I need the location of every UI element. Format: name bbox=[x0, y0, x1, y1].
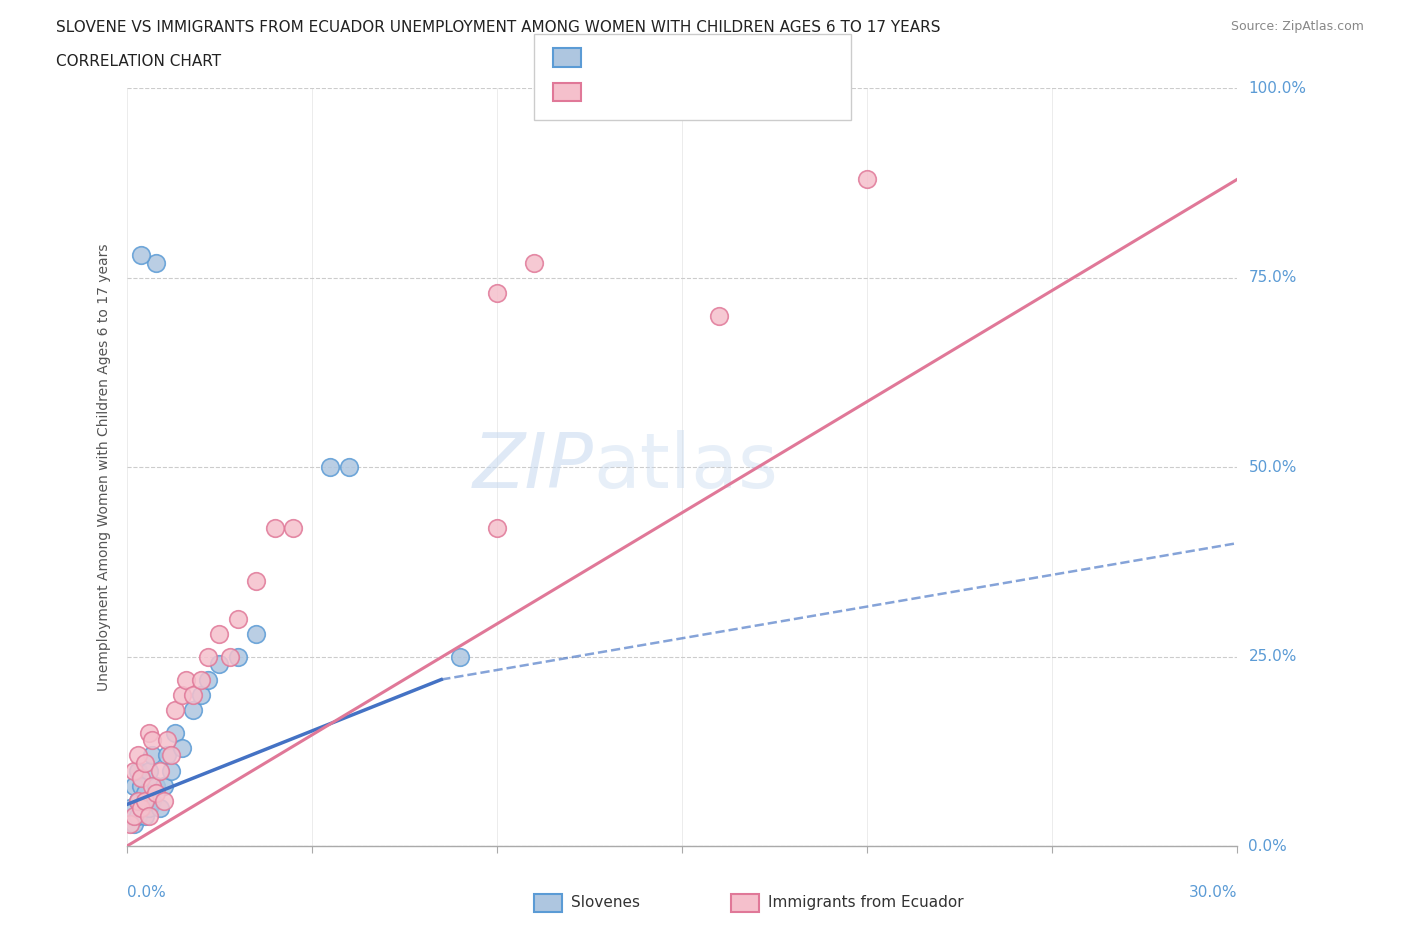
Point bbox=[181, 687, 204, 702]
Point bbox=[138, 808, 160, 823]
Point bbox=[190, 672, 212, 687]
Point bbox=[156, 733, 179, 748]
Point bbox=[127, 763, 149, 777]
Point bbox=[181, 702, 204, 717]
Point bbox=[131, 771, 153, 786]
Point bbox=[145, 786, 167, 801]
Point bbox=[856, 172, 879, 187]
Point bbox=[245, 627, 267, 642]
Point bbox=[174, 672, 197, 687]
Y-axis label: Unemployment Among Women with Children Ages 6 to 17 years: Unemployment Among Women with Children A… bbox=[97, 244, 111, 691]
Point bbox=[190, 687, 212, 702]
Point bbox=[152, 778, 174, 793]
Text: 0.0%: 0.0% bbox=[127, 885, 166, 900]
Point bbox=[245, 574, 267, 589]
Point bbox=[226, 649, 249, 664]
Point bbox=[131, 801, 153, 816]
Point bbox=[120, 817, 142, 831]
Text: Source: ZipAtlas.com: Source: ZipAtlas.com bbox=[1230, 20, 1364, 33]
Text: N =: N = bbox=[686, 82, 723, 100]
Text: SLOVENE VS IMMIGRANTS FROM ECUADOR UNEMPLOYMENT AMONG WOMEN WITH CHILDREN AGES 6: SLOVENE VS IMMIGRANTS FROM ECUADOR UNEMP… bbox=[56, 20, 941, 35]
Text: Slovenes: Slovenes bbox=[571, 895, 640, 910]
Point bbox=[141, 733, 163, 748]
Point bbox=[163, 725, 186, 740]
Text: 50.0%: 50.0% bbox=[1249, 459, 1296, 475]
Point bbox=[141, 778, 163, 793]
Point bbox=[263, 521, 285, 536]
Point bbox=[319, 460, 342, 474]
Point bbox=[120, 801, 142, 816]
Point bbox=[707, 309, 730, 324]
Point bbox=[449, 649, 471, 664]
Point bbox=[172, 687, 194, 702]
Point bbox=[122, 763, 145, 777]
Text: 0.138: 0.138 bbox=[623, 47, 675, 66]
Text: N =: N = bbox=[686, 47, 723, 66]
Point bbox=[163, 702, 186, 717]
Point bbox=[134, 793, 156, 808]
Point bbox=[141, 793, 163, 808]
Text: 30.0%: 30.0% bbox=[1189, 885, 1237, 900]
Point bbox=[141, 748, 163, 763]
Point bbox=[122, 778, 145, 793]
Point bbox=[122, 808, 145, 823]
Text: 25.0%: 25.0% bbox=[1249, 649, 1296, 664]
Text: 100.0%: 100.0% bbox=[1249, 81, 1306, 96]
Point bbox=[160, 748, 183, 763]
Point bbox=[208, 657, 231, 671]
Point bbox=[149, 763, 172, 777]
Point bbox=[131, 801, 153, 816]
Point bbox=[138, 801, 160, 816]
Point bbox=[818, 81, 841, 96]
Point bbox=[134, 786, 156, 801]
Point bbox=[219, 649, 242, 664]
Point bbox=[127, 793, 149, 808]
Point bbox=[156, 748, 179, 763]
Text: atlas: atlas bbox=[593, 431, 778, 504]
Point bbox=[197, 672, 219, 687]
Point bbox=[127, 748, 149, 763]
Point bbox=[172, 740, 194, 755]
Point bbox=[127, 808, 149, 823]
Text: R =: R = bbox=[589, 47, 626, 66]
Point bbox=[485, 521, 508, 536]
Point bbox=[134, 755, 156, 770]
Text: Immigrants from Ecuador: Immigrants from Ecuador bbox=[768, 895, 963, 910]
Point bbox=[127, 793, 149, 808]
Point bbox=[160, 763, 183, 777]
Text: 32: 32 bbox=[716, 47, 740, 66]
Point bbox=[131, 247, 153, 262]
Point bbox=[131, 778, 153, 793]
Point bbox=[208, 627, 231, 642]
Point bbox=[197, 649, 219, 664]
Text: 36: 36 bbox=[716, 82, 738, 100]
Point bbox=[134, 808, 156, 823]
Text: 75.0%: 75.0% bbox=[1249, 271, 1296, 286]
Point bbox=[122, 817, 145, 831]
Point bbox=[145, 255, 167, 270]
Text: ZIP: ZIP bbox=[472, 431, 593, 504]
Point bbox=[226, 612, 249, 627]
Point bbox=[138, 725, 160, 740]
Point bbox=[145, 778, 167, 793]
Point bbox=[152, 793, 174, 808]
Text: R =: R = bbox=[589, 82, 626, 100]
Point bbox=[138, 763, 160, 777]
Point bbox=[337, 460, 360, 474]
Text: 0.673: 0.673 bbox=[623, 82, 675, 100]
Point bbox=[523, 255, 546, 270]
Point bbox=[485, 286, 508, 300]
Text: CORRELATION CHART: CORRELATION CHART bbox=[56, 54, 221, 69]
Text: 0.0%: 0.0% bbox=[1249, 839, 1286, 854]
Point bbox=[149, 801, 172, 816]
Point bbox=[281, 521, 304, 536]
